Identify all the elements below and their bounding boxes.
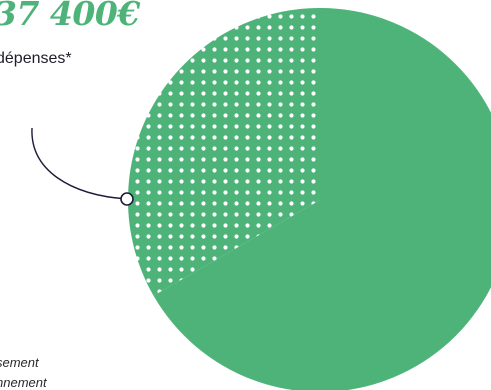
footnote-line-1: sement	[0, 355, 39, 370]
callout-marker	[120, 192, 134, 206]
pie-slice-1-solid	[153, 8, 491, 390]
callout-connector	[31, 127, 128, 200]
total-label: dépenses*	[0, 50, 72, 67]
footnote-line-2: nnement	[0, 375, 47, 390]
total-amount: 37 400€	[0, 0, 140, 33]
pie-slice-2-dotted	[127, 8, 320, 296]
